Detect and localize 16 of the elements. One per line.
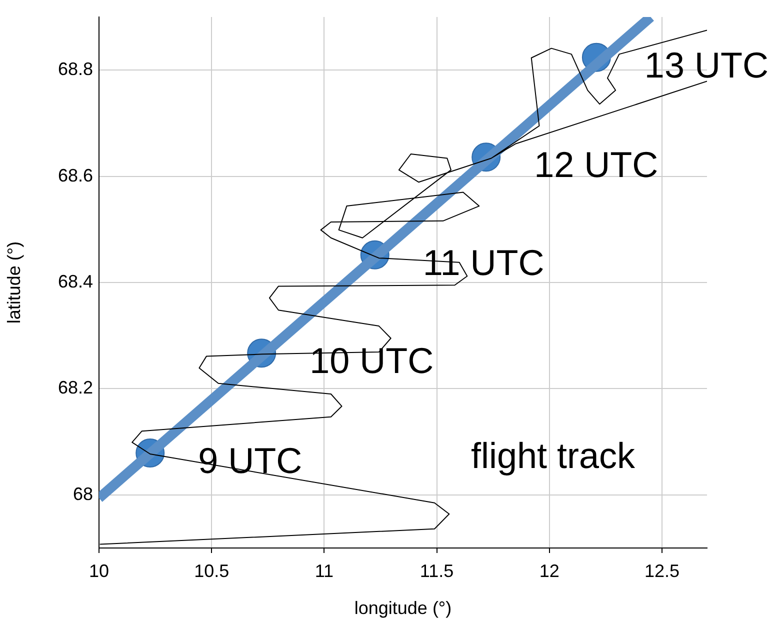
x-tick-label: 12.5 xyxy=(644,560,680,581)
y-axis-title: latitude (°) xyxy=(4,241,24,324)
annotation: 13 UTC xyxy=(644,44,768,86)
y-tick-label: 68.8 xyxy=(58,59,93,80)
y-tick-label: 68.2 xyxy=(58,378,93,398)
annotation: flight track xyxy=(471,434,636,476)
x-axis-title: longitude (°) xyxy=(354,598,452,618)
x-tick-label: 11 xyxy=(314,560,334,581)
annotation: 12 UTC xyxy=(534,144,658,186)
y-tick-label: 68 xyxy=(72,484,93,504)
x-tick-label: 10.5 xyxy=(194,560,230,581)
x-tick-label: 10 xyxy=(88,560,110,581)
y-tick-label: 68.4 xyxy=(58,271,93,292)
x-tick-label: 12 xyxy=(539,560,560,581)
x-tick-label: 11.5 xyxy=(420,560,454,581)
y-tick-label: 68.6 xyxy=(58,165,93,186)
